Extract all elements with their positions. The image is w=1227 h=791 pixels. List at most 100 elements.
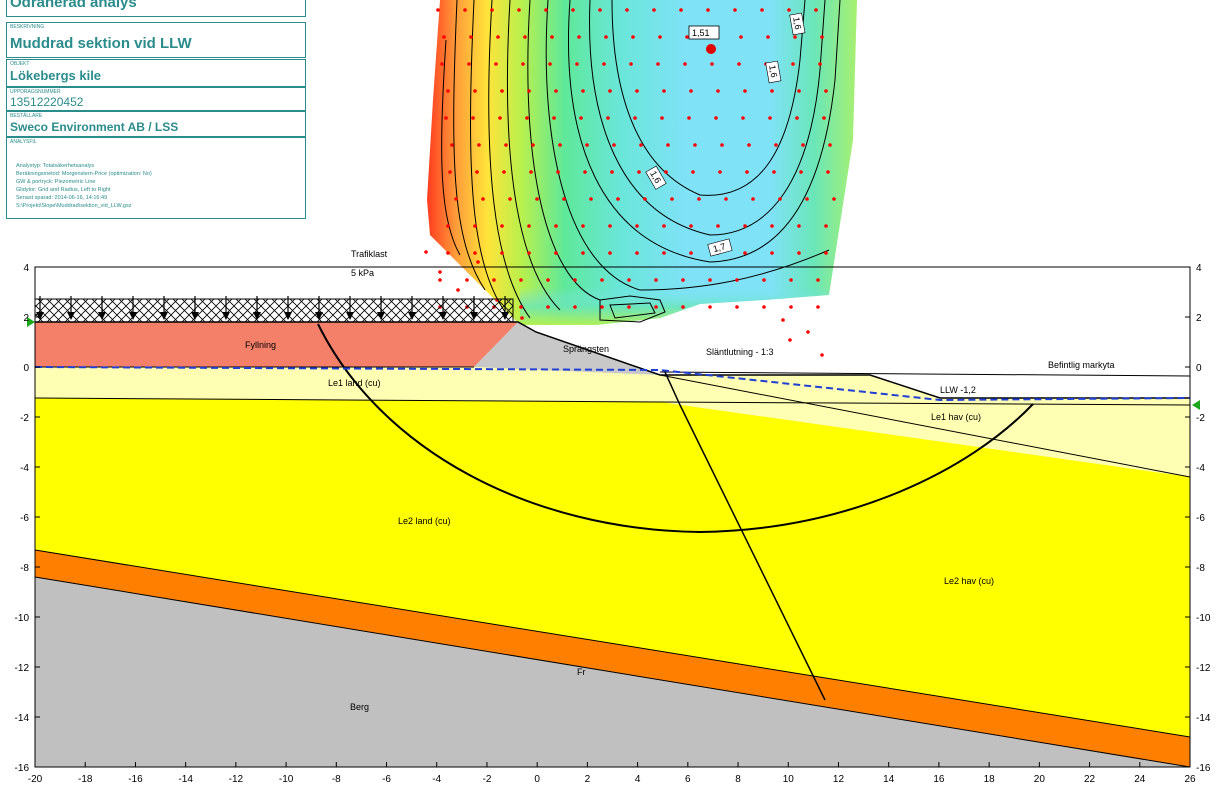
trial-center-dot	[832, 197, 836, 201]
trial-center-dot	[691, 170, 695, 174]
contour-line	[527, 0, 601, 301]
trial-center-dot	[805, 197, 809, 201]
trial-center-dot	[710, 62, 714, 66]
x-tick-label: -20	[28, 774, 43, 785]
trial-center-dot	[716, 224, 720, 228]
trial-center-dot	[697, 197, 701, 201]
layer-le2	[35, 398, 1190, 737]
label-le1-hav: Le1 hav (cu)	[931, 412, 981, 422]
trial-center-dot	[778, 197, 782, 201]
layer-le1-land	[35, 367, 1190, 405]
y-tick-label: -8	[1196, 563, 1205, 574]
load-arrowhead	[284, 312, 292, 320]
load-value: 5 kPa	[351, 268, 374, 278]
trial-center-dot	[781, 318, 785, 322]
y-tick-label: 4	[23, 263, 29, 274]
trial-center-dot	[799, 170, 803, 174]
contour-label: 1,6	[765, 60, 782, 84]
trial-center-dot	[662, 89, 666, 93]
trial-center-dot	[552, 116, 556, 120]
y-tick-label: -6	[20, 513, 29, 524]
trial-center-dot	[604, 35, 608, 39]
material-labels: Fyllning Sprängsten Le1 land (cu) Le1 ha…	[245, 340, 994, 712]
trial-center-dot	[471, 116, 475, 120]
description-value: Muddrad sektion vid LLW	[10, 35, 192, 52]
trial-center-dot	[797, 251, 801, 255]
trial-center-dot	[508, 197, 512, 201]
trial-center-dot	[716, 89, 720, 93]
trial-center-dot	[490, 8, 494, 12]
trial-center-dot	[633, 116, 637, 120]
trial-center-dot	[589, 197, 593, 201]
trial-center-dot	[548, 62, 552, 66]
trial-center-dot	[467, 62, 471, 66]
trial-center-dot	[554, 224, 558, 228]
trial-center-dot	[741, 116, 745, 120]
trial-center-dot	[424, 250, 428, 254]
y-tick-label: 2	[1196, 313, 1202, 324]
contour-line	[568, 0, 841, 263]
trial-center-dot	[520, 316, 524, 320]
trial-center-dot	[585, 143, 589, 147]
trial-center-dot	[504, 143, 508, 147]
trial-center-dot	[814, 8, 818, 12]
trial-center-dot	[469, 35, 473, 39]
svg-text:1,6: 1,6	[767, 64, 779, 78]
y-tick-label: -16	[15, 763, 30, 774]
trial-center-grid	[424, 8, 836, 388]
trial-center-dot	[527, 89, 531, 93]
y-axis-left: 4 2 0 -2 -4 -6 -8 -10 -12 -14 -16	[15, 263, 40, 774]
analysis-type: Odränerad analys	[10, 0, 137, 11]
object-row: OBJEKT Lökebergs kile	[6, 59, 306, 87]
x-tick-label: 0	[534, 774, 540, 785]
section-line	[664, 371, 826, 701]
trial-center-dot	[787, 8, 791, 12]
trial-center-dot	[637, 170, 641, 174]
layer-sprangsten	[474, 322, 660, 375]
trial-center-dot	[527, 224, 531, 228]
y-tick-label: 2	[23, 313, 29, 324]
trial-center-dot	[706, 8, 710, 12]
info-line: Senast sparad: 2014-06-16, 14:16:49	[16, 195, 108, 201]
x-tick-label: -14	[178, 774, 193, 785]
trial-center-dot	[789, 278, 793, 282]
trial-center-dot	[762, 305, 766, 309]
contour-label: 1,6	[789, 12, 806, 36]
layer-fr	[35, 550, 1190, 767]
client-row: BESTÄLLARE Sweco Environment AB / LSS	[6, 111, 306, 137]
trial-center-dot	[824, 224, 828, 228]
analysis-type-row: Odränerad analys	[6, 0, 306, 17]
trial-center-dot	[735, 305, 739, 309]
trial-center-dot	[818, 62, 822, 66]
water-marker-right	[1192, 400, 1200, 410]
y-tick-label: -10	[15, 613, 30, 624]
x-tick-label: -16	[128, 774, 143, 785]
trial-center-dot	[679, 8, 683, 12]
trial-center-dot	[519, 278, 523, 282]
info-line: S:\Projekt\Slope\Muddrad\sektion_vid_LLW…	[16, 203, 132, 209]
trial-center-dot	[685, 35, 689, 39]
load-arrowhead	[36, 312, 44, 320]
trial-center-dot	[448, 170, 452, 174]
load-arrowhead	[501, 312, 509, 320]
trial-center-dot	[436, 8, 440, 12]
y-tick-label: -2	[1196, 413, 1205, 424]
load-arrowhead	[253, 312, 261, 320]
load-arrowhead	[129, 312, 137, 320]
trial-center-dot	[517, 8, 521, 12]
trial-center-dot	[747, 143, 751, 147]
trial-center-dot	[627, 305, 631, 309]
trial-center-dot	[662, 224, 666, 228]
info-line: Analystyp: Totalsäkerhetsanalys	[16, 163, 95, 169]
trial-center-dot	[456, 288, 460, 292]
trial-center-dot	[577, 35, 581, 39]
contour-line	[589, 0, 826, 236]
label-berg: Berg	[350, 702, 369, 712]
y-axis-right: 4 2 0 -2 -4 -6 -8 -10 -12 -14 -16	[1185, 263, 1211, 774]
load-arrowhead	[346, 312, 354, 320]
soil-profile	[27, 296, 1200, 768]
x-tick-label: -10	[279, 774, 294, 785]
title-block: Odränerad analys BESKRIVNING Muddrad sek…	[0, 0, 310, 220]
y-tick-label: 4	[1196, 263, 1202, 274]
trial-center-dot	[822, 116, 826, 120]
